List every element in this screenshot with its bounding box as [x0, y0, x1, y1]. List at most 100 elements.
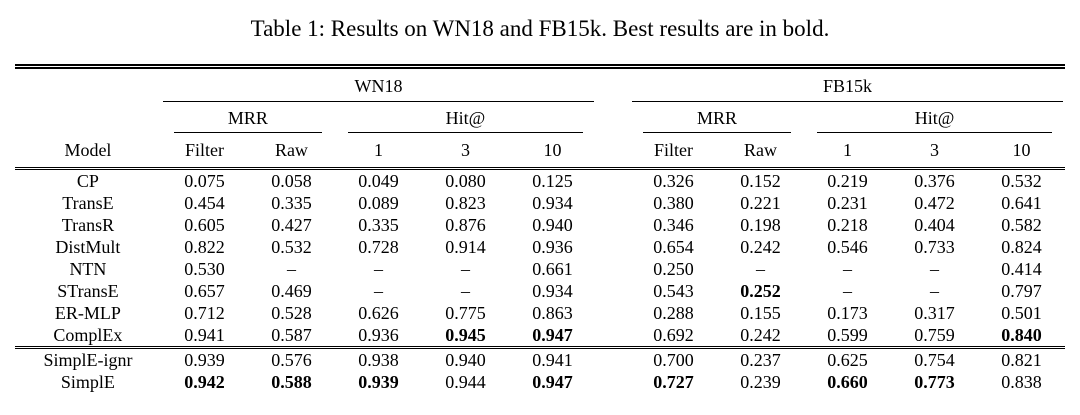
group-gap [596, 280, 630, 302]
value-cell: 0.546 [827, 237, 868, 257]
value-cell: – [373, 259, 383, 279]
group-gap [596, 371, 630, 393]
value-cell: 0.380 [653, 193, 694, 213]
value-cell: – [460, 259, 470, 279]
group-gap [596, 258, 630, 280]
value-cell: – [373, 281, 383, 301]
model-name-cell: SimplE-ignr [43, 350, 133, 370]
group-gap [596, 192, 630, 214]
value-cell: 0.231 [827, 193, 868, 213]
corner-blank [15, 67, 161, 103]
group-gap [596, 102, 630, 133]
group-gap [596, 324, 630, 348]
mrr-label-wn18: MRR [173, 102, 322, 133]
value-cell: 0.797 [1001, 281, 1042, 301]
value-cell: 0.934 [532, 281, 573, 301]
hit-header-fb15k: Hit@ [804, 102, 1065, 133]
value-cell: 0.625 [827, 350, 868, 370]
value-cell: 0.947 [532, 325, 573, 345]
value-cell: – [460, 281, 470, 301]
value-cell: 0.942 [184, 372, 225, 392]
value-cell: – [755, 259, 765, 279]
col-header-wn18-filter: Filter [184, 140, 224, 160]
model-column-header: Model [64, 140, 112, 160]
col-header-fb15k-raw: Raw [743, 140, 777, 160]
value-cell: 0.075 [184, 171, 225, 191]
value-cell: 0.660 [827, 372, 868, 392]
value-cell: – [842, 259, 852, 279]
baseline-rows-section: CP 0.075 0.058 0.049 0.080 0.125 0.326 0.152 0.2… [15, 169, 1065, 348]
value-cell: – [929, 259, 939, 279]
value-cell: 0.427 [271, 215, 312, 235]
value-cell: 0.239 [740, 372, 781, 392]
value-cell: 0.582 [1001, 215, 1042, 235]
value-cell: 0.152 [740, 171, 781, 191]
value-cell: 0.237 [740, 350, 781, 370]
table-row: SimplE-ignr 0.939 0.576 0.938 0.940 0.941 0.70… [15, 348, 1065, 372]
dataset-group-row: WN18 FB15k [15, 67, 1065, 103]
model-name-cell: DistMult [55, 237, 121, 257]
col-header-fb15k-hit1: 1 [842, 140, 852, 160]
model-name-cell: TransR [61, 215, 115, 235]
value-cell: 0.532 [1001, 171, 1042, 191]
value-cell: – [929, 281, 939, 301]
value-cell: 0.939 [184, 350, 225, 370]
mrr-label-fb15k: MRR [642, 102, 791, 133]
value-cell: 0.936 [532, 237, 573, 257]
value-cell: 0.049 [358, 171, 399, 191]
value-cell: 0.824 [1001, 237, 1042, 257]
model-name-cell: STransE [57, 281, 119, 301]
value-cell: 0.605 [184, 215, 225, 235]
model-name-cell: ComplEx [53, 325, 123, 345]
value-cell: 0.221 [740, 193, 781, 213]
col-header-wn18-hit3: 3 [460, 140, 470, 160]
value-cell: 0.414 [1001, 259, 1042, 279]
value-cell: 0.728 [358, 237, 399, 257]
group-gap [596, 133, 630, 169]
hit-label-wn18: Hit@ [347, 102, 583, 133]
group-header-wn18: WN18 [161, 67, 596, 102]
table-row: STransE 0.657 0.469 – – 0.934 0.543 0.252 – – 0.79… [15, 280, 1065, 302]
value-cell: 0.941 [184, 325, 225, 345]
table-row: SimplE 0.942 0.588 0.939 0.944 0.947 0.727 0.23… [15, 371, 1065, 393]
value-cell: 0.242 [740, 325, 781, 345]
value-cell: 0.700 [653, 350, 694, 370]
hit-header-wn18: Hit@ [335, 102, 596, 133]
table-header: WN18 FB15k MRR Hit@ MRR [14, 67, 1066, 169]
column-label-row: Model Filter Raw 1 3 10 Filter Raw 1 3 1… [15, 133, 1065, 169]
value-cell: 0.288 [653, 303, 694, 323]
group-gap [596, 214, 630, 236]
value-cell: 0.940 [445, 350, 486, 370]
value-cell: 0.759 [914, 325, 955, 345]
group-gap [596, 169, 630, 193]
blank-cell [15, 102, 161, 133]
value-cell: – [286, 259, 296, 279]
group-gap [596, 236, 630, 258]
value-cell: 0.532 [271, 237, 312, 257]
value-cell: 0.914 [445, 237, 486, 257]
model-name-cell: TransE [62, 193, 114, 213]
value-cell: 0.934 [532, 193, 573, 213]
value-cell: 0.727 [653, 372, 694, 392]
value-cell: 0.376 [914, 171, 955, 191]
group-gap [596, 348, 630, 372]
value-cell: 0.940 [532, 215, 573, 235]
simple-rows-section: SimplE-ignr 0.939 0.576 0.938 0.940 0.941 0.70… [14, 347, 1066, 394]
value-cell: 0.588 [271, 372, 312, 392]
value-cell: 0.599 [827, 325, 868, 345]
value-cell: 0.242 [740, 237, 781, 257]
col-header-fb15k-hit3: 3 [929, 140, 939, 160]
value-cell: 0.754 [914, 350, 955, 370]
value-cell: 0.947 [532, 372, 573, 392]
value-cell: 0.335 [271, 193, 312, 213]
value-cell: 0.080 [445, 171, 486, 191]
value-cell: 0.528 [271, 303, 312, 323]
mrr-header-wn18: MRR [161, 102, 335, 133]
results-table: WN18 FB15k MRR Hit@ MRR [14, 64, 1066, 394]
value-cell: 0.219 [827, 171, 868, 191]
table-row: NTN 0.530 – – – 0.661 0.250 – – – 0.414 [15, 258, 1065, 280]
value-cell: 0.454 [184, 193, 225, 213]
col-header-fb15k-filter: Filter [653, 140, 693, 160]
value-cell: 0.155 [740, 303, 781, 323]
table-row: TransR 0.605 0.427 0.335 0.876 0.940 0.346 0.19… [15, 214, 1065, 236]
